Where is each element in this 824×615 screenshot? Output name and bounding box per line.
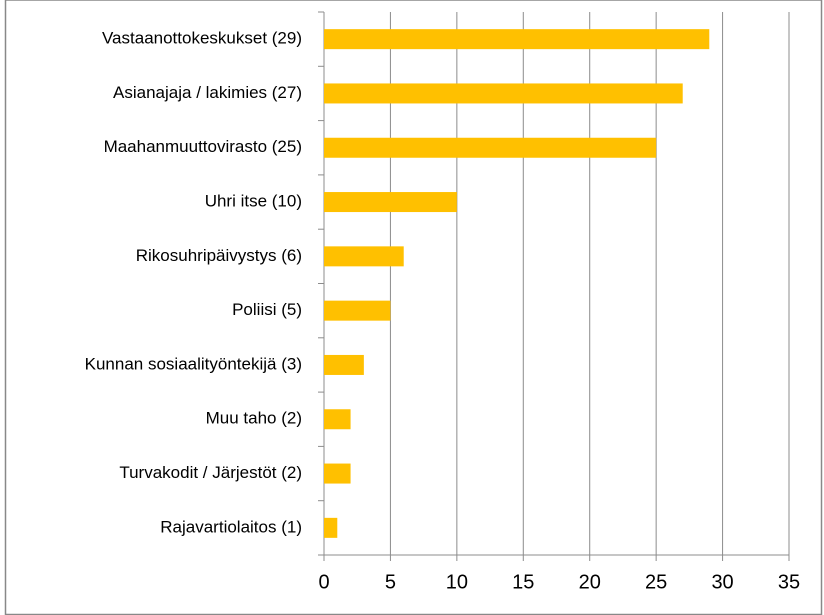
x-tick-label: 30 — [711, 571, 733, 593]
x-tick-label: 10 — [446, 571, 468, 593]
bar — [324, 463, 351, 484]
y-tick-label: Turvakodit / Järjestöt (2) — [119, 463, 302, 482]
x-tick-label: 0 — [318, 571, 329, 593]
bar — [324, 354, 364, 375]
y-tick-label: Rikosuhripäivystys (6) — [136, 246, 302, 265]
y-tick-label: Asianajaja / lakimies (27) — [113, 83, 302, 102]
bar — [324, 409, 351, 430]
bar — [324, 83, 683, 104]
bar — [324, 246, 404, 267]
bar — [324, 300, 391, 321]
x-tick-label: 5 — [385, 571, 396, 593]
y-tick-label: Kunnan sosiaalityöntekijä (3) — [85, 354, 302, 373]
bar — [324, 192, 457, 213]
bar — [324, 517, 338, 538]
x-tick-label: 25 — [645, 571, 667, 593]
bar — [324, 137, 657, 158]
y-tick-label: Muu taho (2) — [206, 409, 302, 428]
x-tick-label: 35 — [778, 571, 800, 593]
y-tick-label: Rajavartiolaitos (1) — [160, 517, 302, 536]
bar — [324, 29, 710, 50]
x-tick-label: 20 — [579, 571, 601, 593]
y-tick-label: Poliisi (5) — [232, 300, 302, 319]
y-tick-label: Uhri itse (10) — [205, 192, 302, 211]
y-tick-label: Vastaanottokeskukset (29) — [102, 29, 302, 48]
y-tick-label: Maahanmuuttovirasto (25) — [104, 137, 302, 156]
x-tick-label: 15 — [512, 571, 534, 593]
